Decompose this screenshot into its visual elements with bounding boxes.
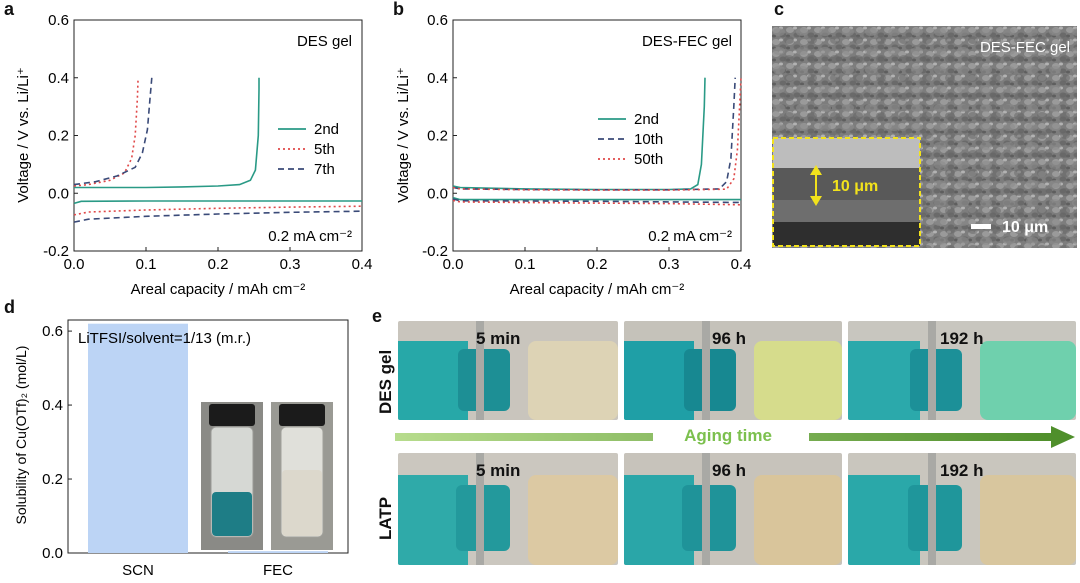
chart-d-annotation: LiTFSI/solvent=1/13 (m.r.) xyxy=(78,330,251,347)
row-label-des-gel: DES gel xyxy=(376,349,395,414)
y-tick-label: 0.4 xyxy=(42,397,63,414)
legend-label: 7th xyxy=(314,161,335,178)
chart-a-ylabel: Voltage / V vs. Li/Li⁺ xyxy=(15,67,32,203)
legend-label: 50th xyxy=(634,151,663,168)
x-tick-label: 0.1 xyxy=(136,256,157,273)
chart-b-legend: 2nd 10th 50th xyxy=(598,111,663,168)
chart-b-inset-title: DES-FEC gel xyxy=(642,33,732,50)
x-tick-label: SCN xyxy=(122,562,154,579)
panel-a-letter: a xyxy=(4,0,15,19)
x-tick-label: FEC xyxy=(263,562,293,579)
panel-c-letter: c xyxy=(774,0,785,19)
legend-label: 2nd xyxy=(634,111,659,128)
sem-inset-border xyxy=(772,137,921,247)
thickness-label: 10 μm xyxy=(832,178,878,195)
time-label-latp-5min: 5 min xyxy=(476,461,521,480)
panel-d-letter: d xyxy=(4,297,15,317)
row-label-latp: LATP xyxy=(376,496,395,540)
y-tick-label: 0.0 xyxy=(42,545,63,562)
chart-d-frame xyxy=(67,319,349,554)
photo-latp-5min xyxy=(398,453,618,565)
x-tick-label: 0.0 xyxy=(443,256,464,273)
y-tick-label: -0.2 xyxy=(43,243,69,260)
aging-time-arrow xyxy=(395,425,1075,449)
series-line xyxy=(452,196,741,201)
sem-image: DES-FEC gel 10 μm 10 μm xyxy=(772,26,1077,248)
x-tick-label: 0.1 xyxy=(515,256,536,273)
chart-a: 0.0 0.1 0.2 0.3 0.4-0.20.00.20.40.6 2nd5th7t… xyxy=(15,12,372,298)
x-tick-label: 0.2 xyxy=(587,256,608,273)
chart-a-lines xyxy=(73,77,363,223)
chart-d-bars xyxy=(88,323,328,553)
vial-fec-photo xyxy=(271,402,333,550)
y-tick-label: 0.2 xyxy=(427,128,448,145)
x-tick-label: 0.2 xyxy=(208,256,229,273)
y-tick-label: 0.4 xyxy=(48,70,69,87)
chart-b-ylabel: Voltage / V vs. Li/Li⁺ xyxy=(395,67,412,203)
chart-d-ylabel: Solubility of Cu(OTf)₂ (mol/L) xyxy=(13,346,29,525)
y-tick-label: 0.6 xyxy=(427,12,448,29)
chart-b-current-label: 0.2 mA cm⁻² xyxy=(648,228,732,245)
time-label-des-192h: 192 h xyxy=(940,329,984,348)
y-tick-label: 0.2 xyxy=(48,128,69,145)
x-tick-label: 0.4 xyxy=(352,256,373,273)
x-tick-label: 0.0 xyxy=(64,256,85,273)
x-tick-label: 0.3 xyxy=(280,256,301,273)
chart-b: 0.0 0.1 0.2 0.3 0.4-0.20.00.20.40.6 2nd10th5… xyxy=(395,12,751,298)
y-tick-label: -0.2 xyxy=(422,243,448,260)
series-line xyxy=(74,77,260,189)
chart-a-ticks: 0.0 0.1 0.2 0.3 0.4-0.20.00.20.40.6 xyxy=(43,12,372,273)
chart-d: 0.0 0.2 0.4 0.6 SCN FEC LiTFSI/solvent=1/13 (… xyxy=(13,319,349,579)
series-line xyxy=(73,77,153,186)
time-label-latp-96h: 96 h xyxy=(712,461,747,480)
bar xyxy=(228,551,328,553)
chart-a-xlabel: Areal capacity / mAh cm⁻² xyxy=(131,281,306,298)
chart-b-frame xyxy=(452,19,742,252)
panel-b-letter: b xyxy=(393,0,404,19)
photo-des-192h xyxy=(848,321,1076,420)
legend-label: 2nd xyxy=(314,121,339,138)
y-tick-label: 0.4 xyxy=(427,70,448,87)
x-tick-label: 0.4 xyxy=(731,256,752,273)
aging-time-label: Aging time xyxy=(684,426,772,445)
series-line xyxy=(452,77,742,191)
photo-des-96h xyxy=(624,321,842,420)
sem-scalebar-label: 10 μm xyxy=(1002,219,1048,236)
legend-label: 10th xyxy=(634,131,663,148)
chart-b-xlabel: Areal capacity / mAh cm⁻² xyxy=(510,281,685,298)
photo-latp-96h xyxy=(624,453,842,565)
chart-a-current-label: 0.2 mA cm⁻² xyxy=(268,228,352,245)
y-tick-label: 0.2 xyxy=(42,471,63,488)
chart-b-lines xyxy=(452,77,742,206)
time-label-des-5min: 5 min xyxy=(476,329,521,348)
panel-e-letter: e xyxy=(372,306,383,326)
y-tick-label: 0.0 xyxy=(427,185,448,202)
time-label-des-96h: 96 h xyxy=(712,329,747,348)
y-tick-label: 0.6 xyxy=(42,323,63,340)
chart-d-ticks: 0.0 0.2 0.4 0.6 SCN FEC xyxy=(42,323,293,579)
series-line xyxy=(73,210,363,223)
y-tick-label: 0.6 xyxy=(48,12,69,29)
time-label-latp-192h: 192 h xyxy=(940,461,984,480)
bar xyxy=(88,323,188,553)
series-line xyxy=(452,77,736,191)
chart-b-ticks: 0.0 0.1 0.2 0.3 0.4-0.20.00.20.40.6 xyxy=(422,12,751,273)
photo-des-5min xyxy=(398,321,618,420)
sem-title: DES-FEC gel xyxy=(980,39,1070,56)
vial-scn-photo xyxy=(201,402,263,550)
series-line xyxy=(452,77,706,191)
sem-inset: 10 μm xyxy=(772,137,921,247)
series-line xyxy=(452,199,742,206)
photo-latp-192h xyxy=(848,453,1076,565)
chart-a-legend: 2nd 5th 7th xyxy=(278,121,339,178)
chart-a-inset-title: DES gel xyxy=(297,33,352,50)
y-tick-label: 0.0 xyxy=(48,185,69,202)
x-tick-label: 0.3 xyxy=(659,256,680,273)
series-line xyxy=(73,77,139,187)
legend-label: 5th xyxy=(314,141,335,158)
series-line xyxy=(73,200,362,205)
sem-scalebar xyxy=(971,224,991,229)
